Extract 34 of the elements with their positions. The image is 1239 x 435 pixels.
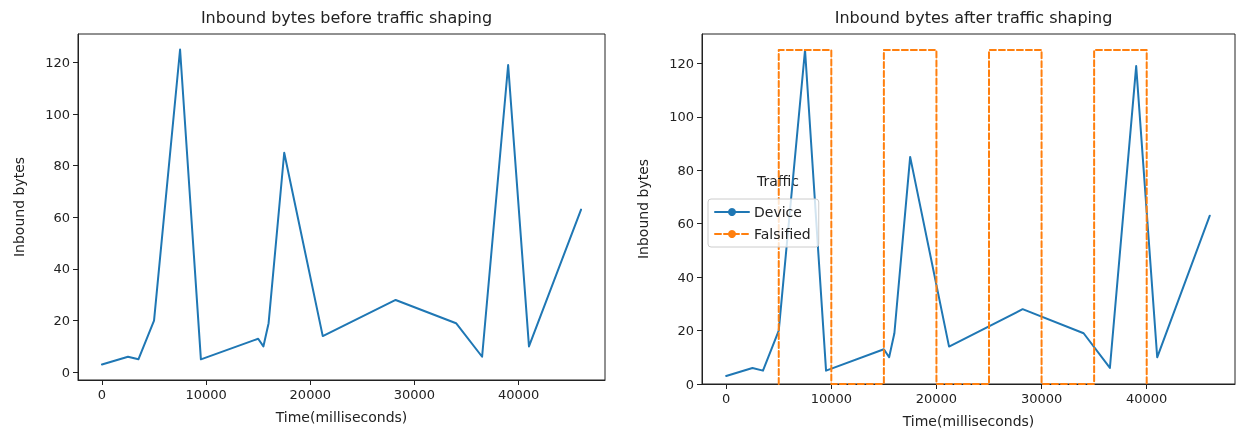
x-axis-title: Time(milliseconds) — [901, 413, 1035, 429]
chart-title: Inbound bytes before traffic shaping — [200, 7, 493, 27]
y-tick-label: 100 — [669, 109, 694, 125]
x-tick-label: 0 — [97, 387, 107, 402]
x-tick-label: 10000 — [810, 391, 852, 406]
line-series — [725, 49, 1211, 377]
x-tick-label: 10000 — [185, 387, 227, 402]
legend-label: Falsified — [754, 226, 811, 242]
y-tick-label: 40 — [53, 261, 70, 277]
x-tick-label: 30000 — [1020, 391, 1063, 406]
y-tick-label: 20 — [53, 313, 70, 329]
y-tick-label: 20 — [677, 323, 694, 339]
y-tick-label: 0 — [61, 364, 70, 380]
y-tick-label: 120 — [45, 54, 70, 70]
y-tick-label: 60 — [677, 216, 694, 232]
line-series — [100, 48, 583, 366]
legend-label: Device — [754, 204, 802, 220]
x-tick-label: 30000 — [393, 387, 436, 402]
x-tick-label: 20000 — [915, 391, 958, 406]
chart-title: Inbound bytes after traffic shaping — [834, 7, 1113, 27]
x-tick-label: 40000 — [497, 387, 540, 402]
x-tick-label: 20000 — [289, 387, 331, 402]
x-tick-label: 40000 — [1126, 391, 1168, 406]
y-tick-label: 100 — [45, 106, 70, 122]
y-axis-title: Inbound bytes — [635, 158, 651, 260]
x-axis-title: Time(milliseconds) — [274, 409, 408, 425]
y-tick-label: 40 — [677, 269, 694, 285]
y-tick-label: 60 — [53, 209, 70, 225]
x-tick-label: 0 — [722, 391, 731, 406]
y-tick-label: 80 — [677, 162, 694, 178]
y-tick-label: 0 — [685, 376, 694, 392]
y-tick-label: 80 — [53, 158, 70, 174]
y-axis-title: Inbound bytes — [11, 156, 27, 258]
y-tick-label: 120 — [669, 55, 694, 71]
